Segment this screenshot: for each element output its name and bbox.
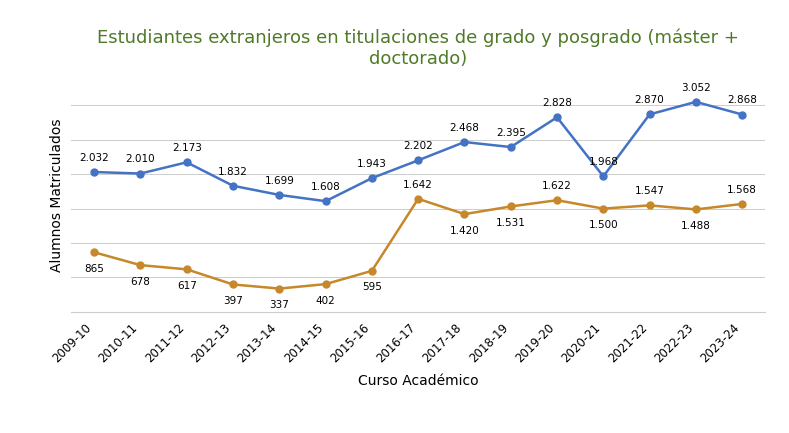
- Text: 1.500: 1.500: [589, 220, 618, 230]
- Text: 595: 595: [362, 282, 382, 292]
- Text: 1.642: 1.642: [403, 180, 433, 190]
- Text: 1.568: 1.568: [727, 185, 757, 195]
- Text: 1.699: 1.699: [264, 176, 294, 186]
- Estudios de Posgrado (Máster + Doctorado): [136, 262, 145, 268]
- Estudios de Posgrado (Máster + Doctorado): [413, 196, 423, 201]
- Text: 2.868: 2.868: [727, 95, 757, 105]
- Estudios de Posgrado (Máster + Doctorado): [599, 206, 608, 211]
- Text: 2.870: 2.870: [634, 95, 664, 105]
- Text: 865: 865: [84, 264, 104, 274]
- Titulaciones de Grado: [89, 169, 99, 174]
- Titulaciones de Grado: [413, 158, 423, 163]
- Estudios de Posgrado (Máster + Doctorado): [321, 281, 331, 287]
- Titulaciones de Grado: [136, 171, 145, 176]
- Text: 2.202: 2.202: [403, 141, 433, 151]
- Estudios de Posgrado (Máster + Doctorado): [228, 282, 237, 287]
- Text: 337: 337: [269, 300, 290, 310]
- Text: 678: 678: [130, 277, 151, 287]
- Titulaciones de Grado: [367, 175, 376, 181]
- Text: 1.622: 1.622: [542, 181, 572, 191]
- Text: 1.943: 1.943: [357, 159, 387, 169]
- Estudios de Posgrado (Máster + Doctorado): [275, 286, 284, 291]
- Titulaciones de Grado: [460, 139, 469, 145]
- Text: 1.968: 1.968: [589, 157, 619, 167]
- Text: 2.395: 2.395: [495, 128, 525, 138]
- Text: 2.010: 2.010: [125, 155, 155, 165]
- Text: 397: 397: [223, 296, 243, 306]
- Titulaciones de Grado: [691, 99, 701, 104]
- Text: 1.832: 1.832: [218, 167, 248, 177]
- Text: 2.173: 2.173: [172, 143, 202, 153]
- Estudios de Posgrado (Máster + Doctorado): [89, 250, 99, 255]
- Text: 1.420: 1.420: [450, 226, 480, 236]
- Line: Estudios de Posgrado (Máster + Doctorado): Estudios de Posgrado (Máster + Doctorado…: [91, 195, 746, 292]
- Titulaciones de Grado: [599, 174, 608, 179]
- Text: 2.828: 2.828: [542, 98, 572, 108]
- Estudios de Posgrado (Máster + Doctorado): [738, 201, 747, 207]
- Titulaciones de Grado: [552, 115, 562, 120]
- Titulaciones de Grado: [738, 112, 747, 117]
- Titulaciones de Grado: [275, 192, 284, 197]
- Estudios de Posgrado (Máster + Doctorado): [182, 267, 192, 272]
- Estudios de Posgrado (Máster + Doctorado): [691, 207, 701, 212]
- Estudios de Posgrado (Máster + Doctorado): [506, 204, 515, 209]
- Y-axis label: Alumnos Matriculados: Alumnos Matriculados: [50, 118, 64, 271]
- Line: Titulaciones de Grado: Titulaciones de Grado: [91, 98, 746, 205]
- Text: 1.531: 1.531: [495, 218, 525, 228]
- Titulaciones de Grado: [321, 199, 331, 204]
- X-axis label: Curso Académico: Curso Académico: [358, 374, 478, 388]
- Title: Estudiantes extranjeros en titulaciones de grado y posgrado (máster +
doctorado): Estudiantes extranjeros en titulaciones …: [97, 29, 739, 68]
- Text: 617: 617: [177, 281, 196, 291]
- Estudios de Posgrado (Máster + Doctorado): [460, 211, 469, 216]
- Text: 2.468: 2.468: [450, 123, 480, 133]
- Titulaciones de Grado: [645, 112, 654, 117]
- Text: 3.052: 3.052: [681, 83, 711, 93]
- Titulaciones de Grado: [228, 183, 237, 188]
- Titulaciones de Grado: [506, 145, 515, 150]
- Text: 1.547: 1.547: [634, 186, 664, 196]
- Text: 402: 402: [316, 296, 335, 306]
- Titulaciones de Grado: [182, 160, 192, 165]
- Estudios de Posgrado (Máster + Doctorado): [645, 203, 654, 208]
- Text: 1.608: 1.608: [311, 182, 341, 192]
- Text: 2.032: 2.032: [79, 153, 109, 163]
- Estudios de Posgrado (Máster + Doctorado): [367, 268, 376, 274]
- Text: 1.488: 1.488: [681, 221, 711, 231]
- Estudios de Posgrado (Máster + Doctorado): [552, 197, 562, 203]
